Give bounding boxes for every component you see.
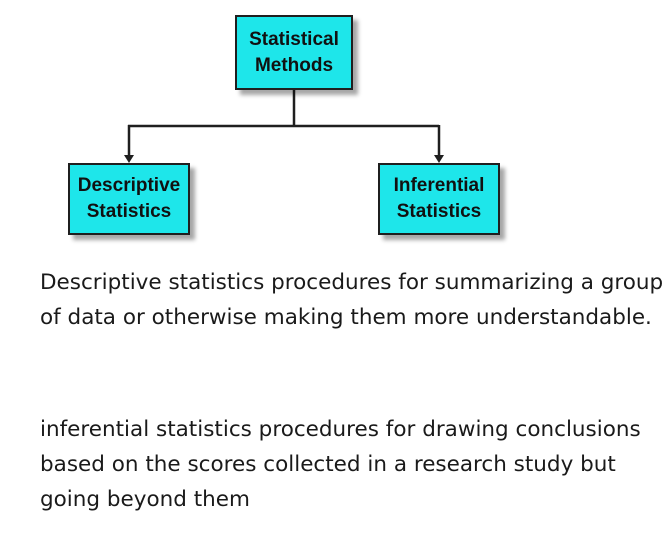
node-statistical-methods: Statistical Methods xyxy=(235,15,353,90)
inferential-statistics-definition: inferential statistics procedures for dr… xyxy=(40,417,641,512)
descriptive-statistics-definition: Descriptive statistics procedures for su… xyxy=(40,270,664,330)
node-descriptive-statistics: Descriptive Statistics xyxy=(68,163,190,235)
arrowhead-left xyxy=(124,155,134,163)
node-inferential-statistics: Inferential Statistics xyxy=(378,163,500,235)
connector-lines xyxy=(124,90,444,163)
arrowhead-right xyxy=(434,155,444,163)
statistical-methods-diagram: Statistical Methods Descriptive Statisti… xyxy=(0,0,668,250)
